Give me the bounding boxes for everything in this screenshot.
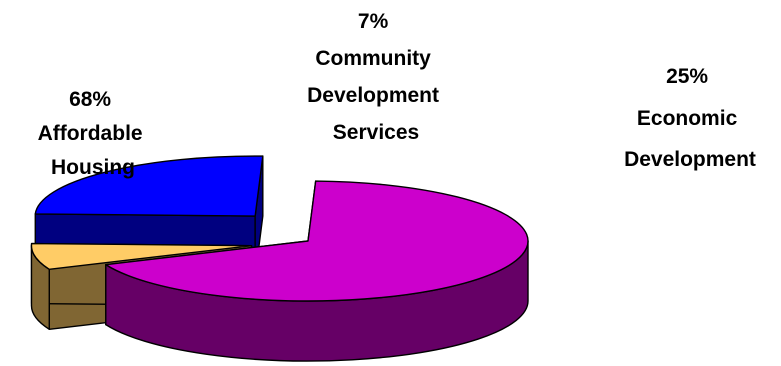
pie-slices [30,155,529,362]
label-cds-line3: Services [333,121,419,144]
label-economic-development-line1: Economic [637,107,738,130]
label-economic-development-line2: Development [624,148,756,171]
slice-affordable-housing [105,180,529,362]
label-cds-line1: Community [315,47,431,70]
slice-affordable-housing-top [105,180,529,302]
label-affordable-housing: 68% Affordable Housing [38,88,149,179]
label-cds-line2: Development [307,84,439,107]
label-community-development-services: 7% Community Development Services [307,10,445,144]
label-affordable-housing-line1: Affordable [38,122,143,145]
slice-economic-development-top [34,155,264,217]
label-economic-development: 25% Economic Development [624,65,756,171]
label-affordable-housing-line2: Housing [51,156,135,179]
slice-community-development-services-top [30,242,253,270]
